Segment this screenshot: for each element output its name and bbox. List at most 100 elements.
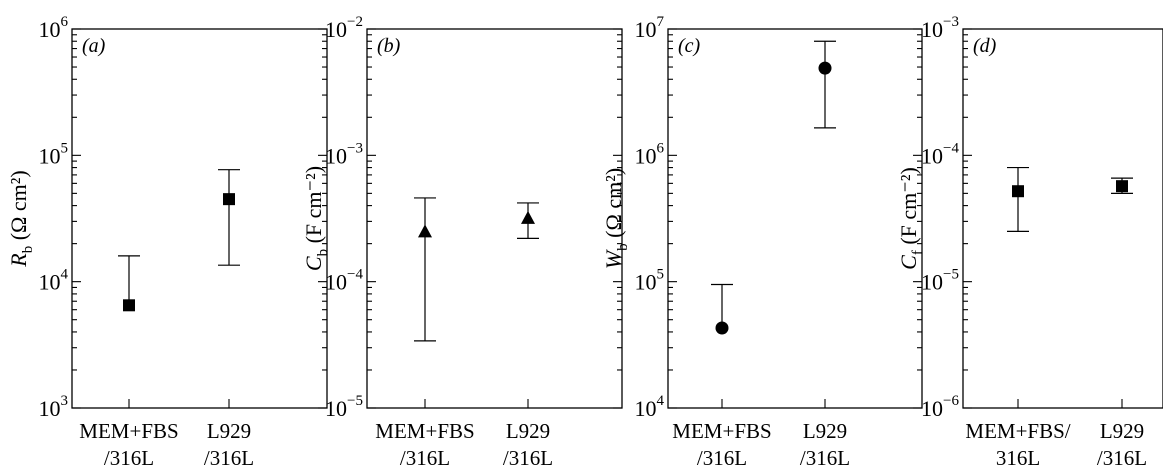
y-tick-exponent: −3 <box>943 14 959 30</box>
y-tick-label: 106 <box>635 140 665 168</box>
y-axis-symbol: W <box>601 249 626 269</box>
y-axis-unit: (F cm⁻²) <box>301 166 326 249</box>
x-category-label-line2: /316L <box>400 446 450 466</box>
x-category-label-line2: /316L <box>104 446 154 466</box>
x-category-label: L929 <box>506 419 550 443</box>
chart-panel-2: 10−510−410−310−2MEM+FBS/316LL929/316L(b)… <box>301 14 623 466</box>
y-tick-base: 10 <box>635 396 657 421</box>
y-tick-label: 105 <box>635 267 665 295</box>
x-category-label: MEM+FBS <box>375 419 474 443</box>
x-category-label-line2: /316L <box>800 446 850 466</box>
x-category-label: MEM+FBS/ <box>965 419 1070 443</box>
y-axis-unit: (Ω cm²) <box>601 168 626 243</box>
y-tick-exponent: −3 <box>347 140 363 156</box>
data-point-triangle <box>418 224 432 238</box>
y-axis-symbol: C <box>301 256 326 271</box>
y-axis-label: Wb (Ω cm²) <box>601 168 631 269</box>
data-point-square <box>1116 180 1128 193</box>
x-category-label: L929 <box>1100 419 1144 443</box>
panel-tag: (c) <box>678 35 701 57</box>
panel-tag: (d) <box>973 35 997 57</box>
panel-tag: (b) <box>377 35 401 57</box>
data-point-square <box>123 299 135 312</box>
panel-tag: (a) <box>82 35 106 57</box>
y-tick-exponent: 5 <box>61 140 69 156</box>
x-category-label: L929 <box>207 419 251 443</box>
y-tick-base: 10 <box>921 396 943 421</box>
plot-frame <box>366 28 623 409</box>
y-tick-base: 10 <box>921 270 943 295</box>
y-tick-exponent: 6 <box>657 140 665 156</box>
y-tick-base: 10 <box>921 17 943 42</box>
y-tick-exponent: 3 <box>61 393 69 409</box>
x-category-label-line2: /316L <box>1097 446 1147 466</box>
y-tick-label: 10−4 <box>325 267 363 295</box>
y-tick-base: 10 <box>39 17 61 42</box>
y-tick-base: 10 <box>39 270 61 295</box>
y-axis-subscript: b <box>615 243 631 251</box>
y-axis-symbol: C <box>896 255 921 270</box>
plot-frame <box>962 28 1163 409</box>
y-tick-label: 104 <box>635 393 665 421</box>
y-axis-unit: (Ω cm²) <box>6 170 31 245</box>
y-tick-label: 10−4 <box>921 140 959 168</box>
x-category-label: MEM+FBS <box>79 419 178 443</box>
y-tick-base: 10 <box>635 143 657 168</box>
y-axis-unit: (F cm⁻²) <box>896 167 921 250</box>
y-tick-exponent: −2 <box>347 14 363 30</box>
y-tick-base: 10 <box>635 17 657 42</box>
x-category-label-line2: /316L <box>697 446 747 466</box>
y-axis-subscript: b <box>315 249 331 257</box>
y-tick-base: 10 <box>39 396 61 421</box>
x-category-label-line2: 316L <box>996 446 1040 466</box>
y-axis-symbol: R <box>6 253 31 268</box>
y-tick-exponent: −5 <box>347 393 363 409</box>
data-point-circle <box>715 321 729 335</box>
data-point-square <box>1012 185 1024 198</box>
plot-frame <box>71 28 328 409</box>
y-axis-label: Rb (Ω cm²) <box>6 170 36 267</box>
y-tick-base: 10 <box>325 143 347 168</box>
data-point-square <box>223 193 235 206</box>
x-category-label: L929 <box>803 419 847 443</box>
x-category-label: MEM+FBS <box>672 419 771 443</box>
y-tick-exponent: −4 <box>347 267 363 283</box>
data-point-circle <box>818 61 832 75</box>
y-tick-base: 10 <box>325 17 347 42</box>
y-tick-label: 10−5 <box>921 267 959 295</box>
y-tick-exponent: −5 <box>943 267 959 283</box>
y-tick-base: 10 <box>325 396 347 421</box>
y-tick-base: 10 <box>635 270 657 295</box>
plot-frame <box>667 28 923 409</box>
y-tick-exponent: −4 <box>943 140 959 156</box>
y-tick-exponent: −6 <box>943 393 959 409</box>
y-tick-label: 10−6 <box>921 393 959 421</box>
y-tick-exponent: 5 <box>657 267 665 283</box>
y-tick-base: 10 <box>921 143 943 168</box>
y-tick-label: 10−5 <box>325 393 363 421</box>
y-tick-label: 106 <box>39 14 69 42</box>
y-tick-exponent: 4 <box>657 393 665 409</box>
x-category-label-line2: /316L <box>204 446 254 466</box>
y-tick-label: 104 <box>39 267 69 295</box>
y-axis-subscript: f <box>910 250 926 255</box>
chart-panel-4: 10−610−510−410−3MEM+FBS/316LL929/316L(d)… <box>896 14 1163 466</box>
y-tick-label: 10−3 <box>325 140 363 168</box>
y-tick-label: 103 <box>39 393 69 421</box>
y-tick-label: 107 <box>635 14 665 42</box>
y-tick-exponent: 6 <box>61 14 69 30</box>
y-tick-exponent: 4 <box>61 267 69 283</box>
y-tick-exponent: 7 <box>657 14 665 30</box>
y-tick-label: 10−2 <box>325 14 363 42</box>
y-tick-label: 105 <box>39 140 69 168</box>
y-axis-label: Cb (F cm⁻²) <box>301 166 331 271</box>
x-category-label-line2: /316L <box>503 446 553 466</box>
y-tick-base: 10 <box>39 143 61 168</box>
y-tick-base: 10 <box>325 270 347 295</box>
y-axis-subscript: b <box>20 246 36 254</box>
y-axis-label: Cf (F cm⁻²) <box>896 167 926 270</box>
y-tick-label: 10−3 <box>921 14 959 42</box>
